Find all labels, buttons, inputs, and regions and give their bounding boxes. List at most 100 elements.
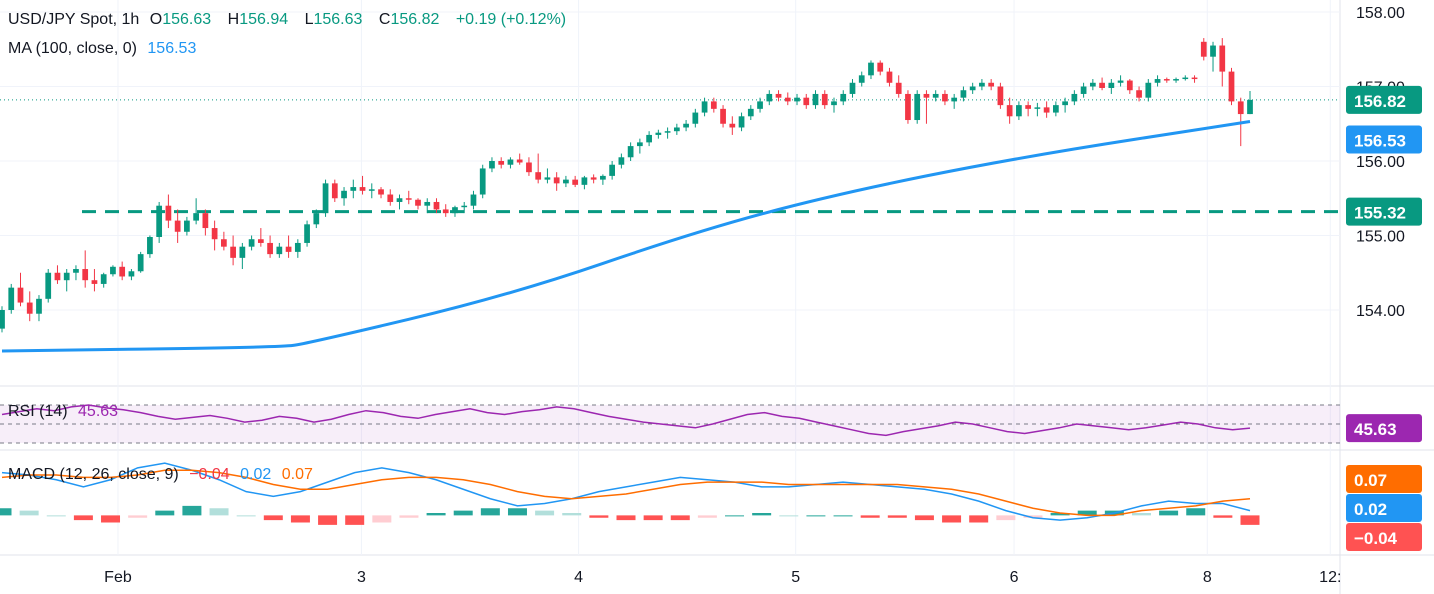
ma-legend[interactable]: MA (100, close, 0) 156.53 (8, 40, 202, 58)
rsi-line (1, 404, 1251, 437)
candle-up (960, 90, 967, 98)
candle-up (655, 132, 662, 135)
candle-up (1034, 107, 1041, 109)
macd-hist-bar (46, 515, 66, 517)
candle-up (692, 112, 699, 124)
candle-up (184, 220, 190, 232)
candle-down (285, 246, 292, 252)
macd-signal-axis-label: 0.07 (1354, 471, 1387, 490)
candle-up (248, 239, 255, 247)
candle-down (1099, 82, 1105, 88)
candle-up (452, 207, 458, 214)
low-value: 156.63 (313, 11, 363, 28)
candle-up (424, 201, 431, 206)
macd-hist-bar (453, 510, 473, 516)
macd-hist-bar (19, 510, 39, 516)
macd-hist-bar (345, 515, 365, 525)
candle-up (73, 269, 79, 273)
candle-up (350, 187, 357, 191)
macd-hist-bar (942, 515, 962, 523)
candle-down (803, 97, 810, 106)
rsi-legend[interactable]: RSI (14) 45.63 (8, 403, 124, 421)
candle-up (794, 97, 800, 102)
macd-hist-bar (996, 515, 1016, 521)
low-label: L (304, 11, 314, 28)
level-price-label-box (1346, 197, 1422, 226)
macd-hist-bar (101, 515, 121, 523)
macd-hist-bar (399, 515, 419, 518)
candle-down (886, 71, 893, 83)
candle-down (1025, 105, 1031, 109)
macd-hist-bar (1159, 510, 1179, 516)
open-value: 156.63 (162, 11, 212, 28)
candle-up (701, 101, 708, 113)
x-tick-label: Feb (104, 569, 132, 586)
macd-line-axis-label: 0.02 (1354, 500, 1387, 519)
candle-down (378, 189, 384, 195)
rsi-axis-label: 45.63 (1354, 420, 1397, 439)
macd-hist-bar (752, 513, 772, 516)
candle-down (572, 179, 579, 185)
macd-line-value: 0.02 (240, 466, 272, 483)
x-tick-label: 5 (791, 569, 800, 586)
candle-down (988, 82, 995, 87)
candle-down (442, 209, 449, 214)
macd-legend[interactable]: MACD (12, 26, close, 9) −0.04 0.02 0.07 (8, 466, 319, 484)
candle-down (221, 239, 227, 247)
macd-hist-bar (128, 515, 148, 518)
candle-down (267, 242, 273, 255)
candle-down (26, 302, 33, 314)
macd-hist-bar (670, 515, 690, 521)
candle-up (239, 246, 246, 258)
macd-hist-bar (426, 513, 446, 516)
macd-hist-bar (236, 515, 256, 517)
candle-down (415, 199, 421, 206)
candle-up (747, 108, 754, 117)
candle-down (202, 213, 209, 229)
candle-up (368, 189, 375, 191)
candle-down (405, 198, 412, 200)
candle-up (489, 161, 495, 169)
candle-up (294, 242, 301, 252)
x-tick-label: 3 (357, 569, 366, 586)
candle-up (831, 101, 837, 106)
open-label: O (149, 11, 163, 28)
candle-down (821, 93, 828, 106)
macd-hist-bar (1050, 513, 1070, 516)
close-value: 156.82 (390, 11, 440, 28)
candle-up (1182, 77, 1189, 80)
candle-up (0, 310, 5, 329)
candle-up (1080, 86, 1087, 94)
candle-up (1145, 82, 1152, 98)
macd-hist-bar (887, 515, 907, 518)
candle-down (526, 162, 532, 173)
ma-label: MA (100, close, 0) (8, 40, 137, 57)
last-price-label: 156.82 (1354, 92, 1406, 111)
candle-up (969, 86, 976, 91)
candle-up (156, 205, 163, 237)
macd-line (1, 462, 1251, 521)
candle-up (507, 159, 514, 165)
macd-hist-bar (914, 515, 934, 521)
candle-down (119, 266, 126, 277)
candle-up (1053, 105, 1059, 113)
candle-up (341, 190, 347, 199)
y-tick-label: 154.00 (1356, 303, 1405, 320)
symbol-label[interactable]: USD/JPY Spot, 1h (8, 11, 140, 28)
candle-up (193, 213, 199, 221)
candle-up (137, 254, 144, 272)
candle-up (147, 236, 153, 255)
candle-down (895, 82, 902, 94)
candle-up (1247, 99, 1253, 115)
candle-down (905, 93, 911, 121)
candle-up (766, 93, 773, 102)
rsi-label: RSI (14) (8, 403, 68, 420)
candle-down (590, 177, 597, 180)
macd-hist-bar (290, 515, 310, 523)
candle-up (110, 266, 116, 275)
candle-down (775, 93, 782, 98)
macd-hist-bar (616, 515, 636, 521)
symbol-legend: USD/JPY Spot, 1h O156.63 H156.94 L156.63… (8, 11, 572, 29)
